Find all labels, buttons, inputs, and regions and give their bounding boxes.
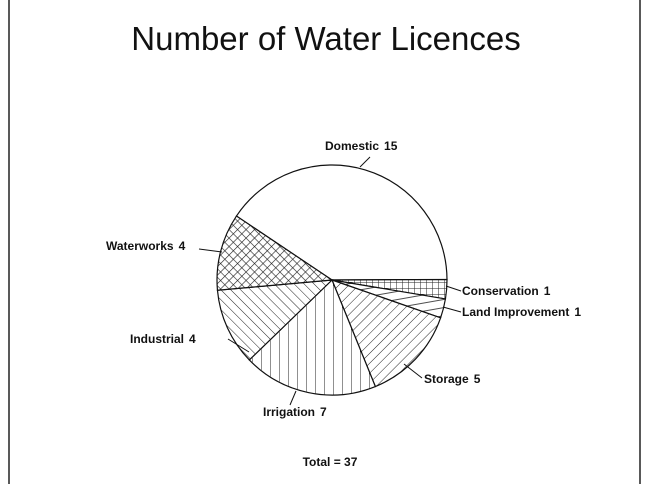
slice-label: Irrigation 7 [263,405,327,419]
slice-value: 4 [189,332,196,346]
slice-value: 1 [544,284,551,298]
slice-value: 4 [179,239,186,253]
chart-title: Number of Water Licences [131,20,520,57]
slice-value: 15 [384,139,398,153]
slice-value: 1 [574,305,581,319]
slice-name: Waterworks [106,239,174,253]
slice-name: Land Improvement [462,305,569,319]
slice-value: 5 [474,372,481,386]
leader-line [442,306,462,313]
slice-value: 7 [320,405,327,419]
slice-name: Conservation [462,284,539,298]
slice-name: Irrigation [263,405,315,419]
slice-name: Storage [424,372,469,386]
slice-name: Domestic [325,139,379,153]
slice-label: Land Improvement 1 [462,305,581,319]
slice-label: Industrial 4 [130,332,196,346]
leader-line [198,248,223,253]
pie-slice [216,279,334,361]
slice-label: Domestic 15 [325,139,398,153]
annotation: Total = 37 [303,455,358,469]
slice-name: Industrial [130,332,184,346]
pie-slice [330,278,442,388]
leader-line [445,285,462,292]
slice-label: Conservation 1 [462,284,551,298]
slice-label: Storage 5 [424,372,481,386]
leader-line [359,156,371,168]
slice-label: Waterworks 4 [106,239,186,253]
pie-slice [248,278,377,396]
leader-line [289,390,297,406]
leader-line [227,338,250,353]
leader-line [403,363,423,379]
